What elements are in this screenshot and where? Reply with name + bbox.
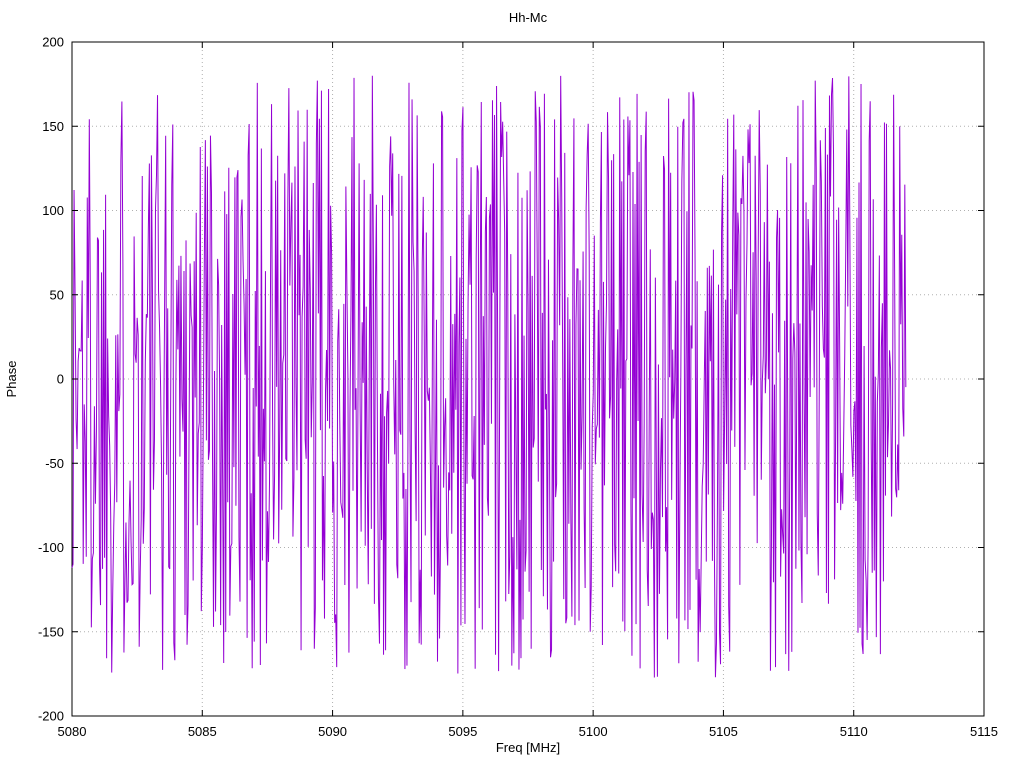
tick-marks: [71, 41, 985, 717]
x-tick-label: 5095: [448, 724, 477, 739]
x-tick-label: 5085: [188, 724, 217, 739]
phase-trace: [71, 75, 907, 678]
y-axis-label: Phase: [4, 361, 19, 398]
y-tick-label: 0: [57, 372, 64, 387]
axis-labels: Hh-Mc Freq [MHz] Phase: [4, 10, 560, 755]
x-tick-label: 5100: [579, 724, 608, 739]
x-tick-label: 5115: [970, 724, 998, 739]
y-tick-labels: -200 -150 -100 -50 0 50 100 150 200: [38, 35, 64, 724]
y-tick-label: -50: [45, 456, 64, 471]
chart-title: Hh-Mc: [509, 10, 548, 25]
x-tick-label: 5090: [318, 724, 347, 739]
x-tick-label: 5110: [840, 724, 868, 739]
y-tick-label: 100: [42, 203, 64, 218]
y-tick-label: 50: [50, 287, 64, 302]
y-tick-label: 200: [42, 35, 64, 50]
x-tick-label: 5105: [709, 724, 738, 739]
y-tick-label: -200: [38, 709, 64, 724]
x-tick-labels: 5080 5085 5090 5095 5100 5105 5110 5115: [58, 724, 998, 739]
y-tick-label: -150: [38, 624, 64, 639]
x-tick-label: 5080: [58, 724, 87, 739]
y-tick-label: -100: [38, 540, 64, 555]
y-tick-label: 150: [42, 119, 64, 134]
x-axis-label: Freq [MHz]: [496, 740, 560, 755]
